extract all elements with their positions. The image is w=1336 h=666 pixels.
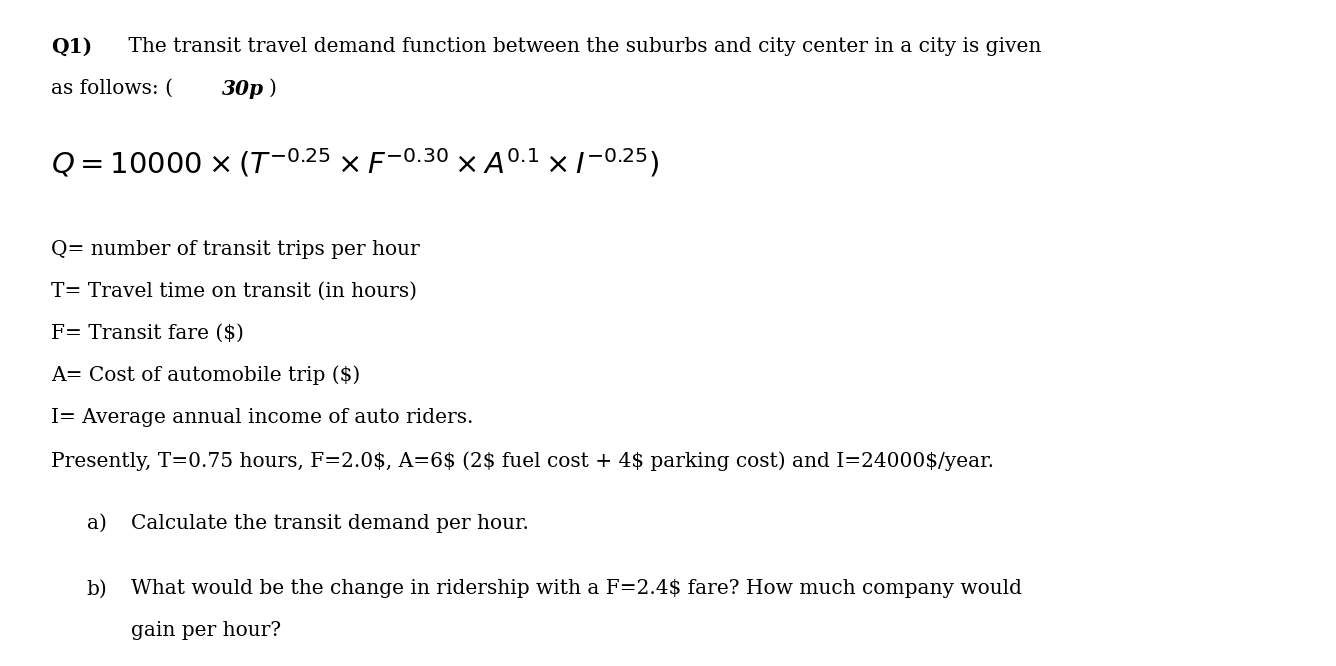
Text: What would be the change in ridership with a F=2.4$ fare? How much company would: What would be the change in ridership wi… <box>131 579 1022 599</box>
Text: 30p: 30p <box>222 79 265 99</box>
Text: Q= number of transit trips per hour: Q= number of transit trips per hour <box>51 240 420 259</box>
Text: T= Travel time on transit (in hours): T= Travel time on transit (in hours) <box>51 282 417 301</box>
Text: Q1): Q1) <box>51 37 92 57</box>
Text: b): b) <box>87 579 108 599</box>
Text: F= Transit fare ($): F= Transit fare ($) <box>51 324 243 343</box>
Text: gain per hour?: gain per hour? <box>131 621 281 641</box>
Text: A= Cost of automobile trip ($): A= Cost of automobile trip ($) <box>51 366 359 386</box>
Text: Calculate the transit demand per hour.: Calculate the transit demand per hour. <box>131 514 529 533</box>
Text: Presently, T=0.75 hours, F=2.0$, A=6$ (2$ fuel cost + 4$ parking cost) and I=240: Presently, T=0.75 hours, F=2.0$, A=6$ (2… <box>51 451 994 471</box>
Text: The transit travel demand function between the suburbs and city center in a city: The transit travel demand function betwe… <box>122 37 1041 56</box>
Text: a): a) <box>87 514 107 533</box>
Text: as follows: (: as follows: ( <box>51 79 172 98</box>
Text: ): ) <box>269 79 277 98</box>
Text: $\mathit{Q}=10000\times(\mathit{T}^{-0.25}\times \mathit{F}^{-0.30}\times \mathi: $\mathit{Q}=10000\times(\mathit{T}^{-0.2… <box>51 147 659 179</box>
Text: I= Average annual income of auto riders.: I= Average annual income of auto riders. <box>51 408 473 427</box>
